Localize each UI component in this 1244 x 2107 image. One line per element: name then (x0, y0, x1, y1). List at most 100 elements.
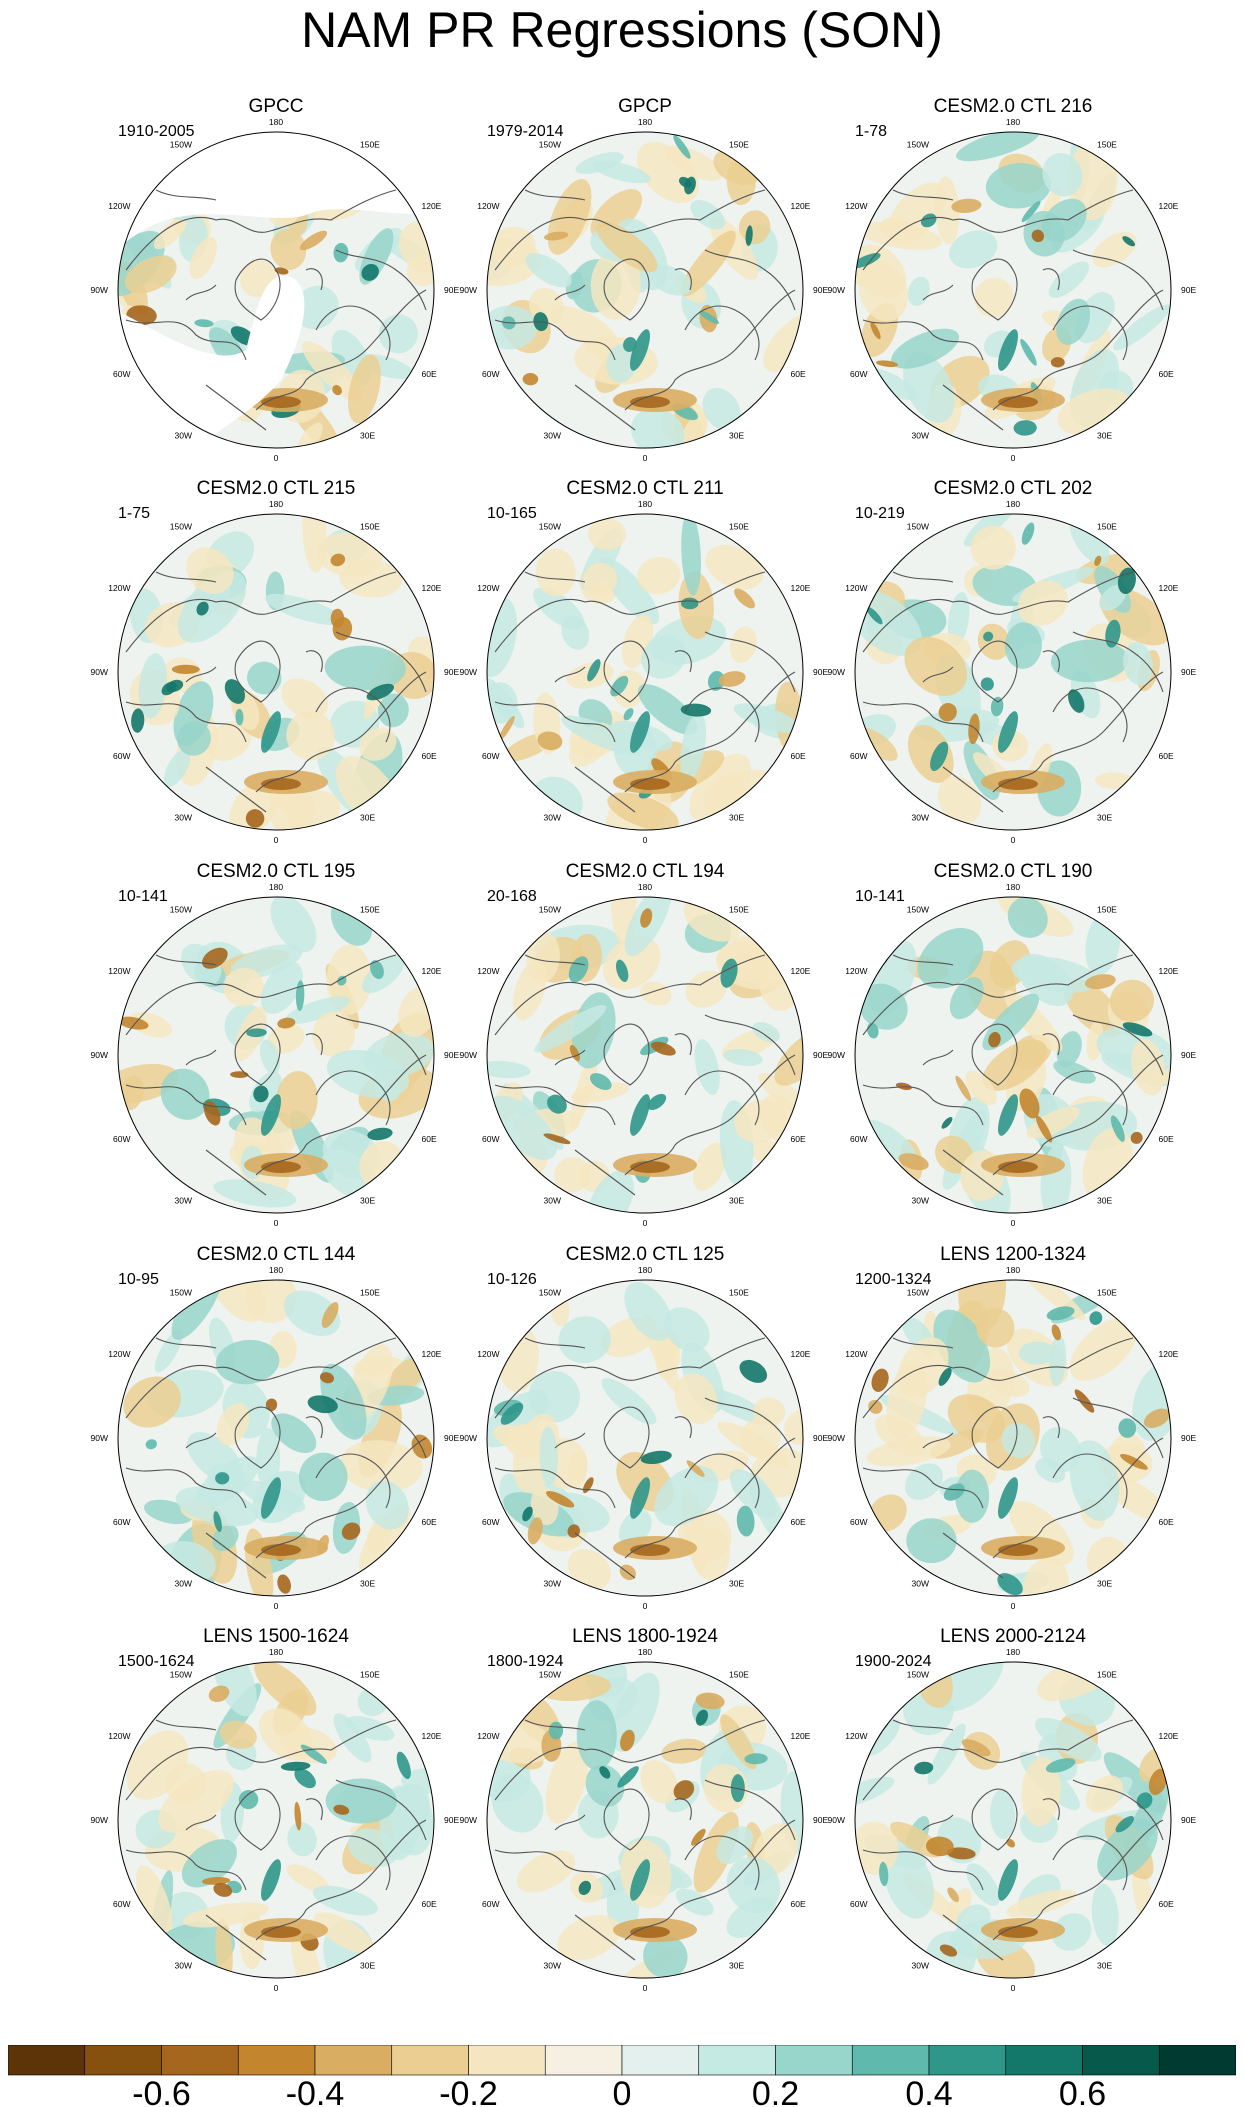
panel-title: CESM2.0 CTL 194 (566, 861, 725, 882)
longitude-label: 150W (170, 1288, 192, 1298)
longitude-label: 150W (170, 522, 192, 532)
longitude-label: 90W (91, 1050, 108, 1060)
polar-map: GPCP 1979-2014 180 150E 120E 90E 60E 30E 0 30W 60W… (460, 96, 829, 463)
longitude-label: 90W (828, 667, 845, 677)
longitude-label: 150W (539, 1670, 561, 1680)
longitude-label: 60E (1158, 1517, 1173, 1527)
anomaly-field (118, 1662, 434, 1978)
longitude-label: 180 (638, 1647, 652, 1657)
longitude-label: 120W (845, 1731, 867, 1741)
longitude-label: 0 (1011, 1601, 1016, 1611)
longitude-label: 30E (360, 430, 375, 440)
colorbar-swatch (544, 2045, 623, 2076)
longitude-label: 150E (360, 1288, 380, 1298)
longitude-label: 90W (460, 1050, 477, 1060)
polar-map: CESM2.0 CTL 125 10-126 180 150E 120E 90E 60E 30… (460, 1244, 829, 1611)
map-boundary (117, 131, 435, 449)
longitude-label: 120W (108, 583, 130, 593)
longitude-label: 120W (845, 1349, 867, 1359)
map-panel: CESM2.0 CTL 144 10-95 180 150E 120E 90E 60E 30E… (90, 1238, 462, 1618)
longitude-label: 90W (828, 1815, 845, 1825)
coastlines (494, 1337, 796, 1579)
longitude-label: 0 (274, 1983, 279, 1993)
coastlines (862, 1719, 1164, 1961)
map-boundary (854, 896, 1172, 1214)
longitude-label: 0 (274, 1218, 279, 1228)
longitude-label: 90W (91, 285, 108, 295)
polar-map: LENS 1200-1324 1200-1324 180 150E 120E 90E 60E… (828, 1244, 1197, 1611)
longitude-label: 90E (444, 667, 459, 677)
panel-years: 10-219 (855, 505, 905, 522)
longitude-label: 150W (907, 1670, 929, 1680)
longitude-label: 90E (1181, 667, 1196, 677)
map-panel: CESM2.0 CTL 190 10-141 180 150E 120E 90E 60E 30… (827, 855, 1199, 1235)
longitude-label: 0 (1011, 835, 1016, 845)
colorbar-swatch (84, 2045, 162, 2076)
longitude-label: 90E (813, 1815, 828, 1825)
panel-years: 1910-2005 (118, 123, 195, 140)
panel-years: 1200-1324 (855, 1271, 932, 1288)
longitude-label: 120E (421, 966, 441, 976)
longitude-label: 120E (1158, 1349, 1178, 1359)
panel-title: LENS 1800-1924 (572, 1626, 718, 1647)
polar-map: CESM2.0 CTL 211 10-165 180 150E 120E 90E 60E 30… (460, 478, 829, 845)
longitude-label: 150E (729, 522, 749, 532)
longitude-label: 90W (460, 285, 477, 295)
longitude-label: 90E (1181, 1815, 1196, 1825)
longitude-label: 0 (1011, 453, 1016, 463)
longitude-label: 60E (790, 751, 805, 761)
longitude-label: 120W (108, 201, 130, 211)
anomaly-field (487, 132, 803, 448)
longitude-label: 150W (907, 1288, 929, 1298)
longitude-label: 150E (729, 140, 749, 150)
longitude-label: 180 (269, 499, 283, 509)
map-boundary (117, 1279, 435, 1597)
polar-map: CESM2.0 CTL 194 20-168 180 150E 120E 90E 60E 30… (460, 861, 829, 1228)
longitude-label: 120W (845, 966, 867, 976)
panel-years: 10-141 (855, 888, 905, 905)
colorbar-swatch (928, 2045, 1007, 2076)
longitude-label: 60W (482, 1899, 499, 1909)
colorbar-swatch (1158, 2045, 1236, 2076)
colorbar-tick-label: -0.6 (132, 2075, 191, 2107)
longitude-label: 30E (729, 812, 744, 822)
panel-years: 10-126 (487, 1271, 537, 1288)
longitude-label: 90W (460, 667, 477, 677)
longitude-label: 30W (912, 1960, 929, 1970)
longitude-label: 60W (113, 1134, 130, 1144)
longitude-label: 90E (444, 1050, 459, 1060)
longitude-label: 60W (113, 369, 130, 379)
longitude-label: 90E (813, 1433, 828, 1443)
longitude-label: 150E (360, 905, 380, 915)
colorbar-swatch (1005, 2045, 1083, 2076)
longitude-label: 30E (1097, 1960, 1112, 1970)
colorbar-tick-label: -0.4 (286, 2075, 345, 2107)
longitude-label: 150E (1097, 522, 1117, 532)
map-panel: CESM2.0 CTL 216 1-78 180 150E 120E 90E 60E 30E 0… (827, 90, 1199, 470)
longitude-label: 90W (828, 1050, 845, 1060)
longitude-label: 120W (108, 1349, 130, 1359)
longitude-label: 30W (544, 1578, 561, 1588)
anomaly-field (118, 1280, 434, 1596)
longitude-label: 150E (729, 1670, 749, 1680)
longitude-label: 30W (175, 1578, 192, 1588)
longitude-label: 120W (477, 201, 499, 211)
longitude-label: 60E (790, 1899, 805, 1909)
map-panel: CESM2.0 CTL 194 20-168 180 150E 120E 90E 60E 30… (459, 855, 831, 1235)
longitude-label: 90E (1181, 1050, 1196, 1060)
longitude-label: 180 (638, 882, 652, 892)
longitude-label: 60W (113, 1899, 130, 1909)
panel-title: LENS 1200-1324 (940, 1244, 1086, 1265)
longitude-label: 120E (1158, 1731, 1178, 1741)
map-panel: LENS 1500-1624 1500-1624 180 150E 120E 90E 60E… (90, 1620, 462, 2000)
longitude-label: 120E (1158, 583, 1178, 593)
longitude-label: 120W (477, 583, 499, 593)
longitude-label: 60E (790, 369, 805, 379)
longitude-label: 150E (1097, 140, 1117, 150)
coastlines (862, 571, 1164, 813)
longitude-label: 60E (421, 1899, 436, 1909)
longitude-label: 0 (643, 835, 648, 845)
panel-years: 1900-2024 (855, 1653, 932, 1670)
longitude-label: 120W (108, 1731, 130, 1741)
longitude-label: 180 (269, 1647, 283, 1657)
